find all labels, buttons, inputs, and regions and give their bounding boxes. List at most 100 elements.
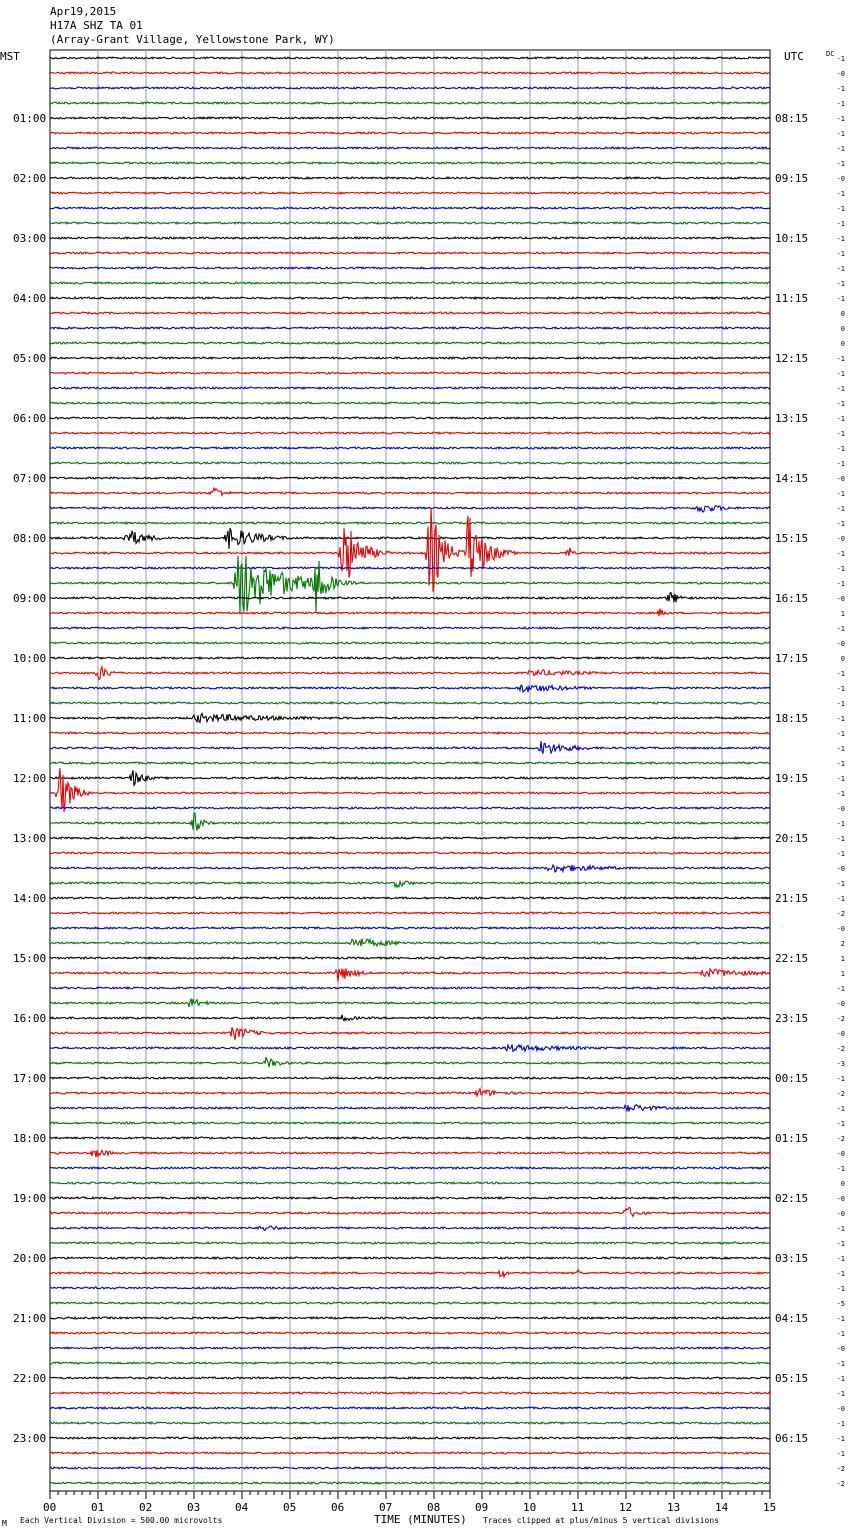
trace-row-94 bbox=[50, 1466, 771, 1470]
trace-row-45 bbox=[49, 730, 771, 735]
trace-row-74 bbox=[49, 1165, 771, 1170]
trace-row-12 bbox=[49, 236, 771, 240]
trace-row-58 bbox=[49, 926, 771, 930]
right-hour-label: 16:15 bbox=[775, 592, 808, 605]
dc-offset-value: -1 bbox=[837, 520, 845, 528]
left-hour-label: 19:00 bbox=[13, 1192, 46, 1205]
right-hour-label: 18:15 bbox=[775, 712, 808, 725]
dc-offset-value: -0 bbox=[837, 1405, 845, 1413]
trace-row-44 bbox=[49, 711, 771, 724]
dc-offset-value: -1 bbox=[837, 490, 845, 498]
right-hour-label: 01:15 bbox=[775, 1132, 808, 1145]
trace-row-31 bbox=[49, 520, 771, 525]
trace-row-77 bbox=[49, 1206, 771, 1219]
dc-offset-value: -1 bbox=[837, 550, 845, 558]
dc-offset-value: -1 bbox=[837, 370, 845, 378]
trace-row-15 bbox=[49, 281, 771, 285]
x-tick-label: 01 bbox=[91, 1501, 104, 1514]
dc-offset-value: 0 bbox=[841, 1180, 845, 1188]
dc-offset-value: -0 bbox=[837, 1030, 845, 1038]
left-hour-label: 02:00 bbox=[13, 172, 46, 185]
dc-offset-value: -1 bbox=[837, 400, 845, 408]
right-hour-label: 22:15 bbox=[775, 952, 808, 965]
trace-row-22 bbox=[49, 386, 771, 390]
trace-row-9 bbox=[49, 191, 771, 195]
trace-row-88 bbox=[49, 1376, 771, 1380]
right-hour-label: 20:15 bbox=[775, 832, 808, 845]
right-hour-label: 17:15 bbox=[775, 652, 808, 665]
trace-row-82 bbox=[49, 1286, 771, 1290]
dc-offset-value: -1 bbox=[837, 505, 845, 513]
dc-offset-value: -0 bbox=[837, 1150, 845, 1158]
trace-row-85 bbox=[49, 1331, 770, 1335]
x-tick-label: 05 bbox=[283, 1501, 296, 1514]
x-tick-label: 03 bbox=[187, 1501, 200, 1514]
trace-row-14 bbox=[49, 266, 771, 271]
trace-row-70 bbox=[49, 1103, 771, 1113]
trace-row-40 bbox=[49, 655, 771, 660]
dc-offset-value: -1 bbox=[837, 430, 845, 438]
dc-offset-value: -2 bbox=[837, 1465, 845, 1473]
x-tick-label: 13 bbox=[667, 1501, 680, 1514]
dc-offset-value: -1 bbox=[837, 850, 845, 858]
trace-row-1 bbox=[49, 71, 771, 75]
right-hour-label: 00:15 bbox=[775, 1072, 808, 1085]
dc-offset-value: -1 bbox=[837, 145, 845, 153]
right-hour-label: 03:15 bbox=[775, 1252, 808, 1265]
right-hour-label: 14:15 bbox=[775, 472, 808, 485]
dc-offset-value: -0 bbox=[837, 1210, 845, 1218]
right-hour-label: 23:15 bbox=[775, 1012, 808, 1025]
x-tick-label: 04 bbox=[235, 1501, 249, 1514]
left-hour-label: 05:00 bbox=[13, 352, 46, 365]
dc-offset-value: 2 bbox=[841, 940, 845, 948]
logo: M bbox=[2, 1519, 7, 1528]
dc-offset-value: -5 bbox=[837, 1300, 845, 1308]
x-tick-label: 15 bbox=[763, 1501, 776, 1514]
trace-row-27 bbox=[49, 461, 771, 465]
dc-offset-value: -1 bbox=[837, 745, 845, 753]
trace-row-62 bbox=[49, 986, 770, 991]
left-hour-label: 11:00 bbox=[13, 712, 46, 725]
trace-row-81 bbox=[49, 1268, 770, 1280]
trace-row-24 bbox=[49, 416, 771, 420]
dc-offset-value: -3 bbox=[837, 1060, 845, 1068]
trace-row-75 bbox=[49, 1181, 771, 1185]
dc-offset-value: -1 bbox=[837, 100, 845, 108]
trace-row-41 bbox=[49, 665, 771, 681]
trace-row-32 bbox=[49, 527, 770, 549]
dc-offset-value: -1 bbox=[837, 1165, 845, 1173]
right-hour-label: 12:15 bbox=[775, 352, 808, 365]
x-tick-label: 14 bbox=[715, 1501, 729, 1514]
left-hour-label: 04:00 bbox=[13, 292, 46, 305]
trace-row-83 bbox=[49, 1300, 770, 1305]
dc-offset-value: -1 bbox=[837, 160, 845, 168]
x-tick-label: 00 bbox=[43, 1501, 56, 1514]
dc-offset-value: -1 bbox=[837, 1255, 845, 1263]
dc-offset-value: -1 bbox=[837, 1225, 845, 1233]
trace-row-67 bbox=[49, 1056, 771, 1068]
dc-offset-value: -2 bbox=[837, 1045, 845, 1053]
dc-offset-value: -1 bbox=[837, 1435, 845, 1443]
trace-row-0 bbox=[49, 56, 771, 60]
trace-row-25 bbox=[49, 430, 771, 435]
dc-offset-value: -1 bbox=[837, 250, 845, 258]
trace-row-69 bbox=[49, 1086, 771, 1098]
dc-offset-value: -1 bbox=[837, 1375, 845, 1383]
dc-offset-value: -0 bbox=[837, 925, 845, 933]
trace-row-18 bbox=[49, 326, 771, 331]
trace-row-91 bbox=[49, 1421, 771, 1426]
trace-row-20 bbox=[49, 356, 771, 360]
station-location: (Array-Grant Village, Yellowstone Park, … bbox=[50, 33, 335, 46]
trace-row-61 bbox=[49, 967, 771, 982]
dc-offset-value: -1 bbox=[837, 880, 845, 888]
dc-offset-value: -1 bbox=[837, 1330, 845, 1338]
dc-offset-value: -2 bbox=[837, 1090, 845, 1098]
dc-offset-value: -2 bbox=[837, 1015, 845, 1023]
dc-offset-value: 1 bbox=[841, 955, 845, 963]
dc-offset-value: -1 bbox=[837, 685, 845, 693]
dc-offset-value: -1 bbox=[837, 1285, 845, 1293]
trace-row-92 bbox=[49, 1436, 771, 1440]
trace-row-43 bbox=[49, 701, 771, 706]
x-tick-label: 11 bbox=[571, 1501, 584, 1514]
right-hour-label: 06:15 bbox=[775, 1432, 808, 1445]
